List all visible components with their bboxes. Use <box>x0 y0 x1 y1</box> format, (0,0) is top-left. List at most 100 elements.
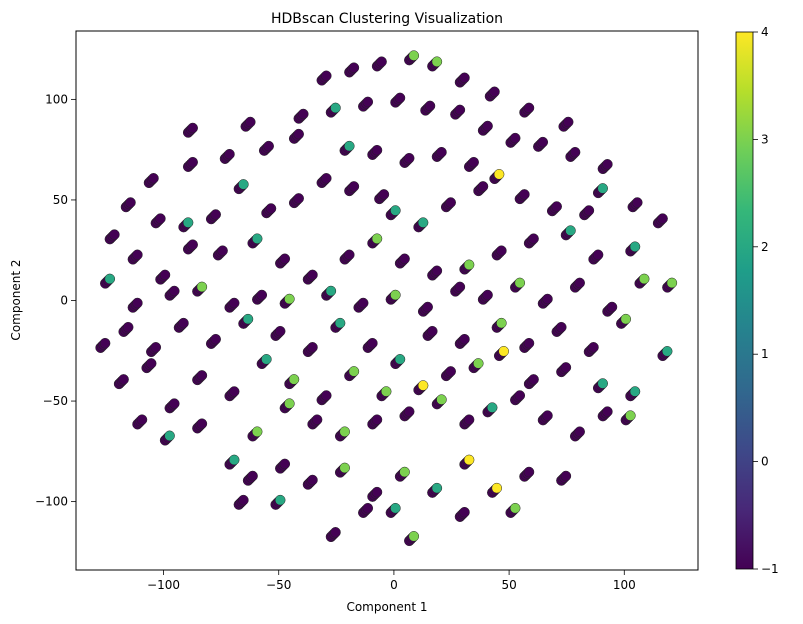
scatter-point <box>348 366 360 377</box>
scatter-point-group <box>597 406 613 422</box>
scatter-point-group <box>505 132 521 148</box>
scatter-point <box>196 418 208 429</box>
scatter-point <box>408 50 420 61</box>
scatter-point <box>187 156 198 168</box>
scatter-point-group <box>316 390 332 406</box>
scatter-point-group <box>224 454 240 470</box>
scatter-point <box>118 374 129 385</box>
scatter-point-group <box>588 249 604 265</box>
scatter-point-group <box>533 136 549 152</box>
scatter-point-group <box>487 482 503 498</box>
scatter-point-group <box>376 386 392 402</box>
scatter-point <box>445 366 456 377</box>
scatter-point-group <box>477 289 493 305</box>
scatter-point <box>109 229 120 240</box>
scatter-point <box>307 269 318 281</box>
scatter-point-group <box>592 378 608 394</box>
scatter-point-group <box>399 152 415 168</box>
scatter-point <box>399 253 410 265</box>
scatter-point <box>251 233 263 244</box>
scatter-point-group <box>270 494 286 510</box>
scatter-point-group <box>427 56 443 72</box>
scatter-point <box>602 406 613 417</box>
y-tick-label: −100 <box>35 495 68 509</box>
scatter-point-group <box>450 281 466 297</box>
scatter-point <box>560 470 572 482</box>
scatter-point <box>307 342 318 353</box>
scatter-point <box>459 333 470 345</box>
scatter-point <box>321 70 332 82</box>
scatter-point-group <box>127 249 143 265</box>
scatter-point-group <box>362 337 378 353</box>
scatter-point <box>279 458 291 470</box>
scatter-point-group <box>104 229 120 245</box>
scatter-point-group <box>385 205 401 221</box>
scatter-point-group <box>146 342 162 358</box>
scatter-point <box>169 285 180 297</box>
scatter-point <box>274 325 286 337</box>
scatter-point-group <box>420 100 436 116</box>
scatter-point <box>592 249 604 261</box>
scatter-point <box>583 205 595 216</box>
scatter-point <box>238 179 249 190</box>
scatter-point-group <box>399 406 415 422</box>
scatter-point-group <box>205 333 221 349</box>
x-tick-label: 50 <box>501 578 516 592</box>
scatter-point-group <box>413 380 429 396</box>
scatter-point-group <box>212 245 228 261</box>
scatter-point-group <box>288 193 304 209</box>
scatter-point-group <box>159 430 175 446</box>
scatter-point-group <box>173 317 189 333</box>
scatter-point-group <box>252 289 268 305</box>
scatter-point-group <box>431 394 447 410</box>
scatter-point <box>629 386 641 397</box>
scatter-point-group <box>293 108 309 124</box>
scatter-point-group <box>247 233 263 249</box>
scatter-point <box>390 502 401 514</box>
scatter-point-group <box>482 402 498 418</box>
scatter-point-group <box>427 265 443 281</box>
scatter-point-group <box>657 346 673 362</box>
scatter-point <box>293 128 304 140</box>
scatter-point-group <box>394 253 410 269</box>
scatter-point <box>228 454 240 466</box>
colorbar: −1 0 1 2 3 4 <box>735 25 779 576</box>
scatter-point-group <box>484 86 500 102</box>
scatter-point-group <box>334 426 350 442</box>
scatter-point-group <box>592 183 608 199</box>
scatter-point <box>489 86 500 98</box>
scatter-point <box>288 374 300 385</box>
scatter-point <box>394 92 406 104</box>
scatter-point-group <box>537 293 553 309</box>
scatter-point <box>104 273 116 285</box>
scatter-point-group <box>417 301 433 317</box>
scatter-point-group <box>558 116 574 132</box>
scatter-point-group <box>459 414 475 430</box>
scatter-point <box>625 410 636 421</box>
scatter-point-group <box>468 358 484 374</box>
scatter-point-group <box>242 470 258 486</box>
scatter-point-group <box>247 426 263 442</box>
scatter-point <box>125 197 136 208</box>
scatter-point-group <box>275 458 291 474</box>
scatter-point-group <box>371 56 387 72</box>
scatter-point <box>371 233 383 244</box>
scatter-point <box>136 414 148 425</box>
plot-area: −100 −50 0 50 100 −100 −50 0 50 100 <box>35 30 699 592</box>
scatter-point-group <box>491 317 507 333</box>
scatter-point <box>629 241 641 252</box>
scatter-point <box>463 259 475 271</box>
scatter-point <box>256 289 268 301</box>
scatter-point-group <box>344 366 360 382</box>
scatter-point <box>657 213 668 224</box>
y-tick-label: 0 <box>60 294 68 308</box>
scatter-point <box>378 189 390 200</box>
scatter-point-group <box>620 410 636 426</box>
scatter-point-group <box>625 241 641 257</box>
scatter-point-group <box>302 474 318 490</box>
scatter-point <box>403 152 415 164</box>
scatter-point <box>496 317 507 329</box>
scatter-point <box>148 173 159 184</box>
scatter-point-group <box>556 362 572 378</box>
scatter-point-group <box>493 346 509 362</box>
